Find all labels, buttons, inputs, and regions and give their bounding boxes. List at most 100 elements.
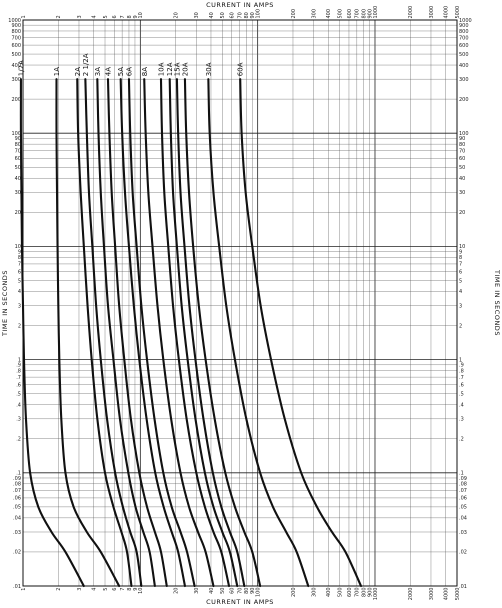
y-tick-label-right: .8	[459, 368, 464, 374]
y-tick-label-left: .06	[13, 496, 21, 502]
y-tick-label-left: .09	[13, 476, 21, 482]
x-tick-label-top: 20	[173, 12, 179, 18]
y-tick-label-right: .5	[459, 391, 464, 397]
x-tick-label-top: 800	[361, 9, 367, 19]
y-tick-label-right: 500	[459, 52, 469, 58]
y-tick-label-right: 1000	[459, 18, 472, 24]
x-tick-label-top: 1000	[373, 6, 379, 19]
y-tick-label-left: .3	[16, 417, 21, 423]
y-tick-label-left: .08	[13, 482, 21, 488]
y-tick-label-left: .4	[16, 402, 21, 408]
fuse-curve-4a	[106, 78, 168, 588]
y-tick-label-left: 400	[11, 63, 21, 69]
fuse-curve-2a	[76, 78, 133, 588]
curve-label: 15A	[173, 62, 181, 76]
y-tick-label-left: 100	[11, 131, 21, 137]
y-tick-label-right: 9	[459, 249, 462, 255]
y-tick-label-right: 50	[459, 165, 465, 171]
fuse-curve-2-1-2a	[84, 78, 143, 588]
curves: 1/2A 1A 2A 2 1/2A 3A 4A 5A 6A 8A 10A 12A 15A 20A 30A 6…	[17, 53, 363, 588]
x-tick-label-bottom: 4	[91, 588, 97, 591]
y-tick-label-left: 1	[18, 357, 21, 363]
curve-label: 1/2A	[17, 60, 25, 76]
y-tick-label-right: .09	[459, 476, 467, 482]
y-tick-label-left: 3	[18, 303, 21, 309]
y-tick-label-left: 60	[15, 156, 21, 162]
y-tick-label-right: .04	[459, 516, 467, 522]
x-tick-label-bottom: 90	[250, 588, 256, 594]
x-tick-label-top: 400	[326, 9, 332, 19]
x-tick-label-bottom: 3000	[429, 588, 435, 601]
y-tick-label-right: 800	[459, 29, 469, 35]
y-tick-label-right: 80	[459, 142, 465, 148]
y-tick-label-left: 10	[15, 244, 21, 250]
x-axis-title-top: CURRENT IN AMPS	[206, 1, 274, 9]
y-tick-label-left: .01	[13, 584, 21, 590]
y-tick-label-left: 800	[11, 29, 21, 35]
x-tick-label-bottom: 4000	[443, 588, 449, 601]
y-tick-label-left: 6	[18, 269, 21, 275]
x-axis-title-bottom: CURRENT IN AMPS	[206, 598, 274, 606]
fuse-curve-10a	[159, 78, 231, 588]
y-tick-label-right: .02	[459, 550, 467, 556]
y-tick-label-right: 900	[459, 23, 469, 29]
fuse-curve-1-2a	[19, 78, 85, 588]
x-tick-label-bottom: 200	[291, 588, 297, 598]
y-tick-label-right: 600	[459, 43, 469, 49]
y-tick-label-left: 1000	[8, 18, 21, 24]
fuse-curve-20a	[183, 78, 262, 588]
y-tick-label-left: 70	[15, 149, 21, 155]
y-tick-label-right: 1	[459, 357, 462, 363]
x-tick-label-top: 2000	[408, 6, 414, 19]
fuse-curve-8a	[143, 78, 215, 588]
x-tick-label-top: 9	[133, 15, 139, 18]
x-tick-label-top: 40	[209, 12, 215, 18]
curve-label: 10A	[157, 62, 165, 76]
y-tick-label-right: .7	[459, 375, 464, 381]
curve-label: 4A	[104, 67, 112, 76]
curve-label: 5A	[117, 67, 125, 76]
x-tick-label-bottom: 10	[138, 588, 144, 594]
y-tick-label-right: 2	[459, 323, 462, 329]
fuse-curve-1a	[55, 78, 121, 588]
x-tick-label-bottom: 700	[355, 588, 361, 598]
y-tick-label-left: .8	[16, 368, 21, 374]
y-tick-label-left: 4	[18, 289, 21, 295]
y-tick-label-right: 90	[459, 136, 465, 142]
y-tick-label-left: 50	[15, 165, 21, 171]
x-tick-label-top: 500	[337, 9, 343, 19]
fuse-curve-5a	[119, 78, 186, 588]
x-tick-label-bottom: 2	[56, 588, 62, 591]
y-tick-label-left: .07	[13, 488, 21, 494]
y-axis-title-right: TIME IN SECONDS	[493, 269, 501, 336]
y-tick-label-right: 7	[459, 262, 462, 268]
y-tick-label-left: .9	[16, 363, 21, 369]
curve-label: 8A	[141, 67, 149, 76]
y-tick-label-left: 500	[11, 52, 21, 58]
curve-label: 60A	[237, 62, 245, 76]
y-tick-label-right: .07	[459, 488, 467, 494]
x-tick-label-top: 50	[220, 12, 226, 18]
x-tick-label-top: 8	[127, 15, 133, 18]
x-tick-label-top: 3000	[429, 6, 435, 19]
y-tick-label-right: .3	[459, 417, 464, 423]
y-tick-label-left: 300	[11, 77, 21, 83]
x-tick-label-top: 600	[347, 9, 353, 19]
y-tick-label-right: 400	[459, 63, 469, 69]
y-tick-label-right: 10	[459, 244, 465, 250]
x-tick-label-bottom: 2000	[408, 588, 414, 601]
y-tick-label-left: .7	[16, 375, 21, 381]
x-tick-label-top: 1	[21, 15, 27, 18]
y-tick-label-left: .2	[16, 437, 21, 443]
y-tick-label-left: 5	[18, 278, 21, 284]
y-tick-label-left: 9	[18, 249, 21, 255]
x-tick-label-bottom: 3	[77, 588, 83, 591]
y-tick-label-right: 300	[459, 77, 469, 83]
x-tick-label-bottom: 1	[21, 588, 27, 591]
x-tick-label-bottom: 6	[112, 588, 118, 591]
curve-label: 6A	[125, 67, 133, 76]
x-tick-label-top: 70	[237, 12, 243, 18]
x-tick-label-bottom: 5	[103, 588, 109, 591]
y-tick-label-right: 4	[459, 289, 462, 295]
